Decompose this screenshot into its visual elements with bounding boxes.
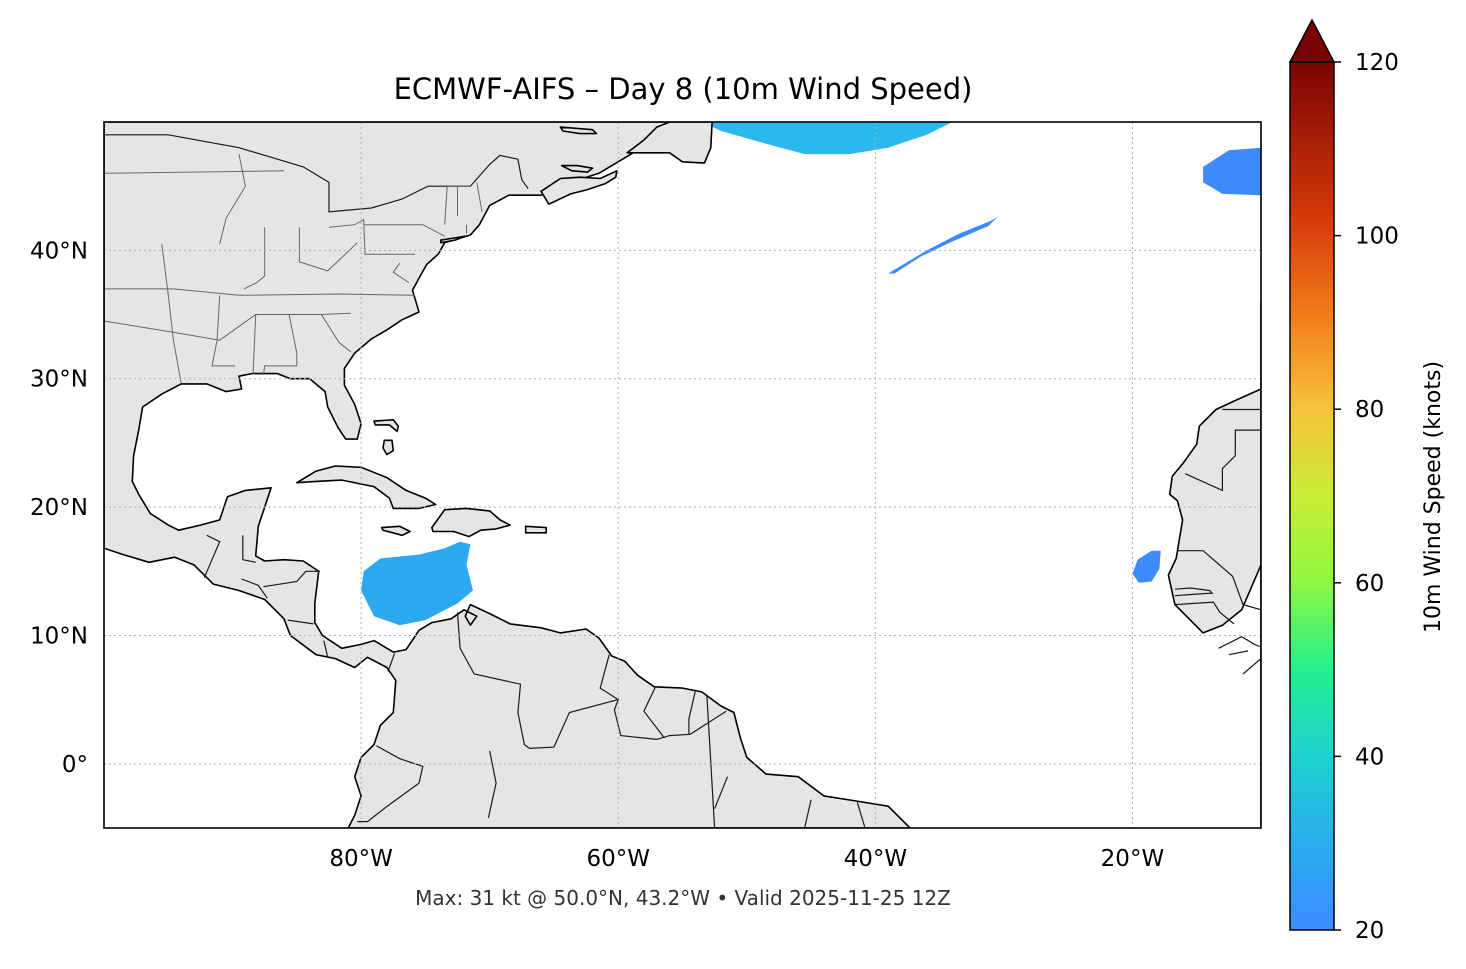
- state-border: [243, 227, 266, 290]
- country-border: [1184, 429, 1261, 492]
- country-border: [487, 750, 497, 818]
- map-panel: 80°W 60°W 40°W 20°W 0° 10°N 20°N 30°N 40°N: [30, 121, 1262, 872]
- map-title: ECMWF-AIFS – Day 8 (10m Wind Speed): [394, 72, 973, 106]
- country-border: [357, 745, 424, 823]
- country-border: [387, 653, 396, 672]
- country-border: [1177, 550, 1261, 611]
- state-border: [392, 262, 409, 283]
- colorbar-label: 10m Wind Speed (knots): [1421, 361, 1446, 633]
- lon-tick-label: 80°W: [329, 846, 393, 872]
- colorbar-tick-label: 120: [1355, 50, 1399, 76]
- land-west-africa: [1167, 300, 1261, 828]
- lat-tick-label: 10°N: [30, 623, 88, 649]
- wind-field-mid-atlantic-streak: [888, 217, 998, 274]
- colorbar-tick-label: 80: [1355, 397, 1384, 423]
- state-border: [252, 314, 257, 374]
- country-border: [688, 690, 696, 735]
- lat-tick-label: 40°N: [30, 238, 88, 264]
- colorbar-gradient: [1290, 62, 1334, 930]
- country-border: [263, 570, 320, 588]
- country-border: [242, 559, 256, 563]
- state-border: [363, 224, 445, 237]
- country-border: [104, 134, 529, 213]
- latitude-tick-labels: 0° 10°N 20°N 30°N 40°N: [30, 238, 88, 777]
- land-nova-scotia: [540, 170, 618, 205]
- state-border: [320, 314, 352, 353]
- country-border-layer: [104, 134, 1261, 828]
- colorbar: 20 40 60 80 100 120 10m Wind Speed (knots): [1288, 18, 1446, 944]
- state-border: [161, 243, 182, 383]
- state-border: [104, 288, 416, 296]
- wind-field-cape-verde-patch: [1132, 550, 1161, 583]
- country-border: [1228, 650, 1249, 656]
- country-border: [323, 640, 329, 658]
- state-border-layer: [104, 154, 483, 383]
- wind-field-caribbean-jet: [361, 541, 473, 626]
- country-border: [287, 619, 314, 625]
- land-north-america: [104, 122, 911, 828]
- lon-tick-label: 20°W: [1101, 846, 1165, 872]
- state-border: [328, 218, 416, 255]
- colorbar-extend-triangle: [1288, 18, 1336, 63]
- land-cuba: [295, 465, 437, 510]
- wind-field-north-atlantic-jet: [701, 122, 953, 155]
- country-border: [714, 776, 729, 809]
- colorbar-frame: [1289, 61, 1335, 931]
- land-newfoundland: [626, 122, 713, 164]
- land-prince-edward-island: [560, 164, 594, 173]
- land-long-island: [439, 235, 467, 244]
- colorbar-tick-label: 100: [1355, 224, 1399, 250]
- country-border: [1242, 658, 1261, 675]
- wind-field-layer: [361, 122, 1261, 626]
- country-border: [643, 686, 665, 739]
- land-anticosti: [559, 126, 598, 135]
- wind-field-northeast-atlantic-patch: [1203, 147, 1261, 196]
- colorbar-tick-label: 60: [1355, 571, 1384, 597]
- country-border: [599, 654, 727, 741]
- country-border: [241, 578, 268, 599]
- state-border: [262, 314, 298, 375]
- state-border: [298, 227, 358, 272]
- country-border: [456, 612, 530, 749]
- land-jamaica: [380, 525, 411, 537]
- country-border: [706, 695, 716, 828]
- colorbar-ticks: 20 40 60 80 100 120: [1334, 50, 1399, 944]
- state-border: [476, 182, 483, 212]
- map-frame: [103, 121, 1262, 829]
- country-border: [856, 802, 866, 828]
- country-border: [529, 699, 619, 749]
- land-puerto-rico: [524, 525, 548, 534]
- lat-tick-label: 20°N: [30, 495, 88, 521]
- land-bahamas-abaco: [373, 418, 400, 433]
- state-border: [104, 170, 285, 174]
- lon-tick-label: 40°W: [844, 846, 908, 872]
- country-border: [804, 799, 812, 828]
- map-footer: Max: 31 kt @ 50.0°N, 43.2°W • Valid 2025…: [415, 886, 951, 910]
- lon-tick-label: 60°W: [586, 846, 650, 872]
- state-border: [444, 185, 471, 225]
- lat-tick-label: 30°N: [30, 367, 88, 393]
- longitude-tick-labels: 80°W 60°W 40°W 20°W: [329, 846, 1164, 872]
- country-border: [1174, 587, 1214, 597]
- land-hispaniola: [430, 507, 512, 538]
- state-border: [219, 154, 246, 245]
- country-border: [1218, 636, 1261, 649]
- colorbar-tick-label: 20: [1355, 918, 1384, 944]
- lat-tick-label: 0°: [62, 752, 88, 778]
- colorbar-tick-label: 40: [1355, 744, 1384, 770]
- state-border: [211, 295, 236, 367]
- country-border: [203, 534, 221, 578]
- country-border: [1174, 601, 1235, 625]
- land-layer: [104, 122, 1261, 828]
- land-bahamas-andros: [382, 439, 395, 456]
